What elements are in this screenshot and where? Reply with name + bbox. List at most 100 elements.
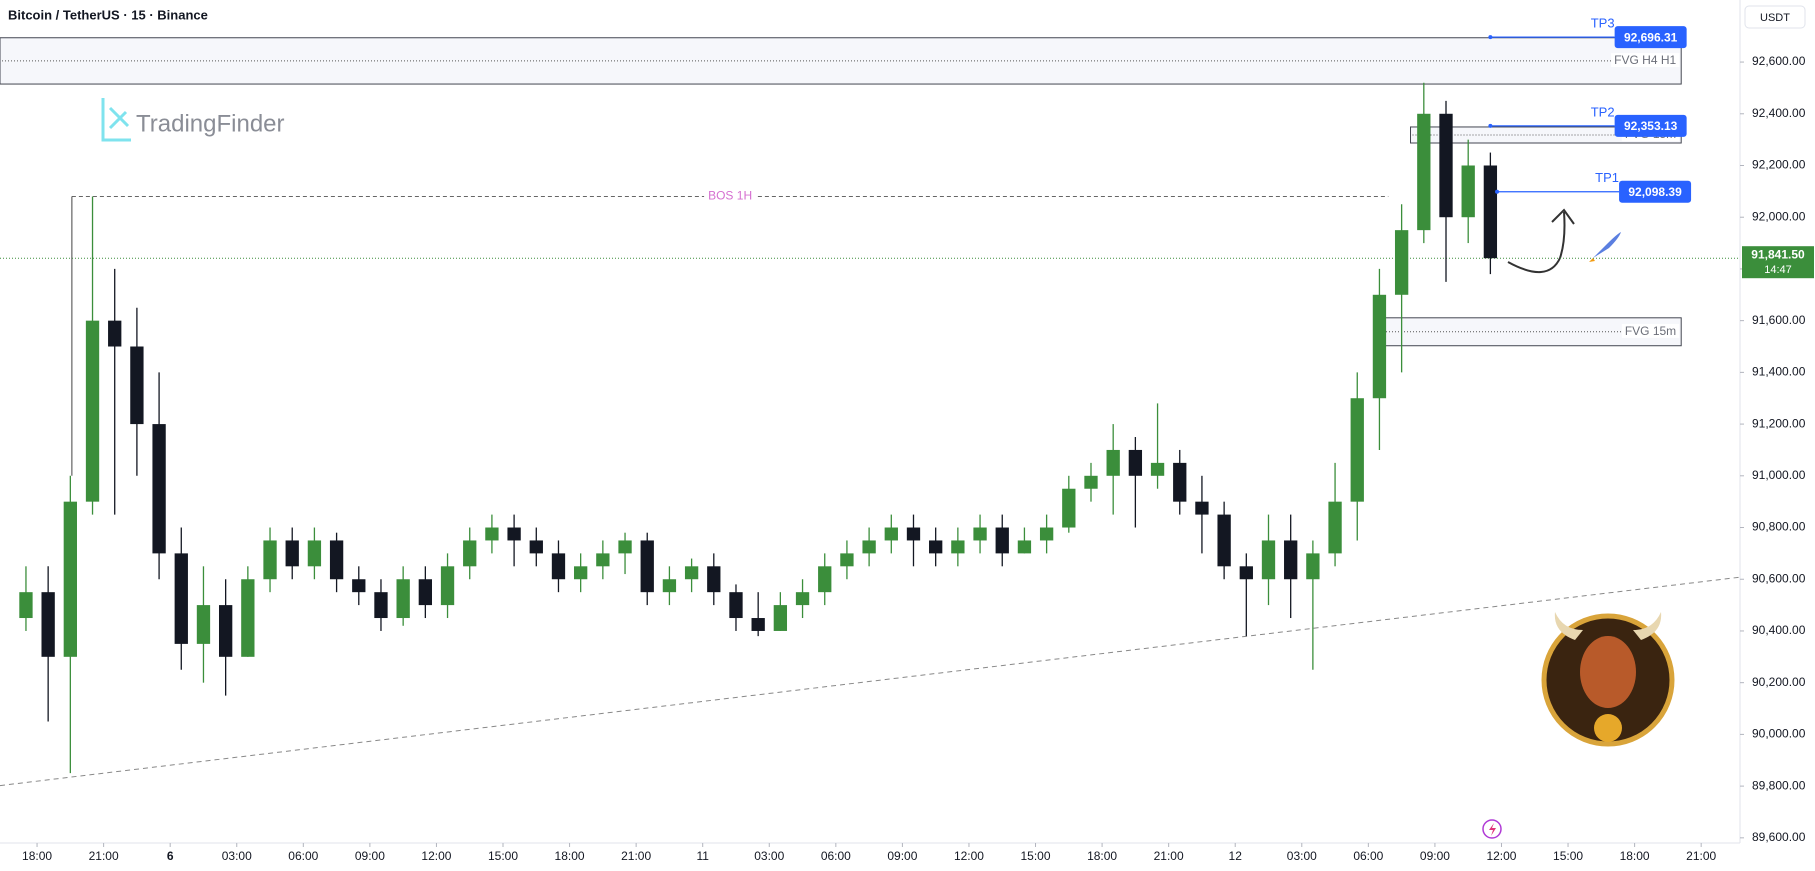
candle-body — [1417, 113, 1431, 231]
candle-body — [1306, 553, 1320, 580]
candle-body — [174, 553, 188, 644]
x-tick-label: 06:00 — [1353, 849, 1383, 863]
candle-body — [507, 527, 521, 541]
candle-body — [130, 346, 144, 425]
last-price-box — [1742, 246, 1814, 279]
x-tick-label: 06:00 — [288, 849, 318, 863]
x-tick-label: 21:00 — [1686, 849, 1716, 863]
candle-body — [329, 540, 344, 580]
x-tick-label: 03:00 — [1287, 849, 1317, 863]
x-tick-label: 12:00 — [421, 849, 451, 863]
tp-anchor — [1495, 189, 1500, 194]
tp-price-box — [1619, 180, 1692, 203]
x-tick-label: 15:00 — [1553, 849, 1583, 863]
tp-name: TP2 — [1591, 104, 1615, 119]
candle-body — [196, 605, 211, 644]
candle-body — [596, 553, 610, 567]
fvg-label: FVG H4 H1 — [1614, 53, 1676, 67]
tp-price: 92,696.31 — [1624, 30, 1678, 44]
x-tick-label: 18:00 — [22, 849, 52, 863]
candle-body — [218, 605, 233, 657]
currency-button[interactable] — [1744, 5, 1806, 29]
x-tick-label: 18:00 — [555, 849, 585, 863]
x-tick-label: 12:00 — [954, 849, 984, 863]
x-tick-label: 21:00 — [1154, 849, 1184, 863]
candle-body — [951, 540, 965, 554]
bos-label-bg — [704, 188, 757, 203]
x-tick-label: 21:00 — [89, 849, 119, 863]
candle-body — [840, 553, 854, 567]
y-tick-label: 91,000.00 — [1752, 468, 1806, 482]
candle-body — [1483, 165, 1498, 259]
x-tick-label: 12 — [1229, 849, 1243, 863]
bos-label: BOS 1H — [708, 189, 752, 203]
candle-body — [1328, 501, 1342, 554]
alert-icon[interactable] — [1482, 819, 1502, 839]
candle-body — [818, 566, 832, 593]
currency-label[interactable]: USDT — [1760, 12, 1790, 24]
candle-body — [640, 540, 654, 593]
tp-price: 92,098.39 — [1628, 185, 1682, 199]
candle-body — [529, 540, 543, 554]
candle-body — [1062, 488, 1076, 528]
candle-body — [1106, 449, 1120, 476]
y-tick-label: 90,800.00 — [1752, 520, 1806, 534]
candle-body — [862, 540, 876, 554]
candle-body — [973, 527, 987, 541]
price-axis-bg — [1740, 0, 1815, 871]
y-tick-label: 89,600.00 — [1752, 830, 1806, 844]
x-tick-label: 11 — [696, 849, 709, 863]
candle-body — [1039, 527, 1054, 541]
candle-body — [773, 605, 788, 631]
y-tick-label: 90,000.00 — [1752, 727, 1806, 741]
y-tick-label: 90,400.00 — [1752, 623, 1806, 637]
rocket-icon — [1589, 232, 1621, 262]
last-price-label: 91,841.50 — [1751, 247, 1805, 261]
candle-body — [352, 579, 366, 593]
candle-body — [1461, 165, 1475, 218]
candle-body — [618, 540, 632, 554]
candle-body — [1084, 475, 1098, 489]
x-tick-label: 09:00 — [355, 849, 385, 863]
y-tick-label: 91,600.00 — [1752, 313, 1806, 327]
candle-body — [662, 579, 677, 593]
tp-price-box — [1614, 26, 1687, 49]
candle-body — [884, 527, 898, 541]
candle-body — [995, 527, 1009, 554]
tp-name: TP3 — [1591, 16, 1615, 31]
x-tick-label: 09:00 — [887, 849, 917, 863]
watermark-logo — [101, 98, 131, 142]
candle-body — [1128, 449, 1143, 476]
chart-title: Bitcoin / TetherUS · 15 · Binance — [8, 7, 208, 22]
candle-body — [1284, 540, 1298, 580]
candle-body — [285, 540, 299, 567]
candle-body — [574, 566, 588, 580]
candle-body — [463, 540, 477, 567]
candle-body — [1261, 540, 1276, 580]
x-tick-label: 12:00 — [1486, 849, 1516, 863]
trendline — [0, 576, 1741, 787]
bull-logo — [1541, 612, 1675, 747]
y-tick-label: 92,000.00 — [1752, 209, 1806, 223]
candle-body — [63, 501, 77, 657]
candle-body — [485, 527, 499, 541]
candle-body — [1372, 294, 1387, 399]
x-tick-label: 06:00 — [821, 849, 851, 863]
candle-body — [1350, 398, 1364, 502]
candle-body — [929, 540, 943, 554]
forecast-arrow — [1507, 208, 1575, 274]
x-tick-label: 15:00 — [1021, 849, 1051, 863]
candle-body — [906, 527, 921, 541]
x-tick-label: 18:00 — [1620, 849, 1650, 863]
candle-body — [1017, 540, 1032, 554]
candle-body — [1217, 514, 1231, 567]
candle-body — [108, 320, 122, 347]
candle-body — [751, 618, 765, 631]
candle-body — [41, 592, 55, 657]
x-tick-label: 15:00 — [488, 849, 518, 863]
candle-body — [263, 540, 277, 580]
tp-anchor — [1488, 123, 1493, 128]
y-tick-label: 90,600.00 — [1752, 571, 1806, 585]
